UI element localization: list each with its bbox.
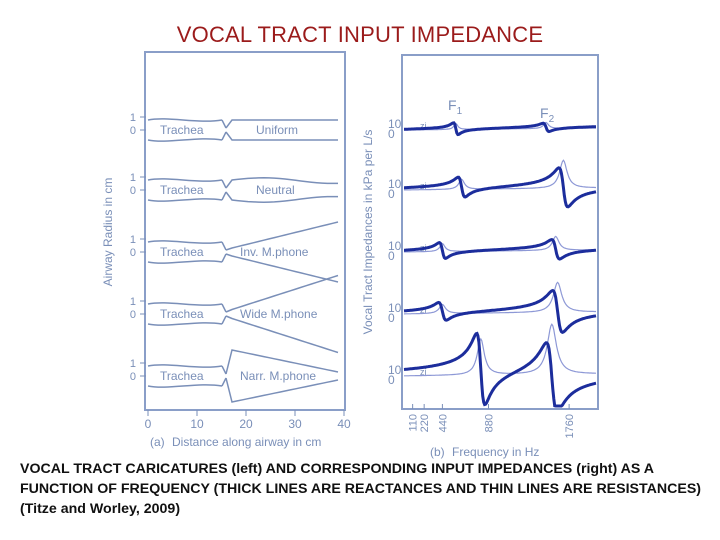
shape-label: Inv. M.phone [240,245,309,259]
trachea-wall [147,118,223,122]
shape-label: Wide M.phone [240,307,318,321]
shape-label: Narr. M.phone [240,369,316,383]
axis-tick-label: 0 [388,311,395,325]
panel-a-letter: (a) [150,435,165,449]
resistance-curve [404,281,596,315]
resistance-curve [404,159,596,191]
shape-label: Uniform [256,123,298,137]
axis-tick-label: 1760 [564,414,576,438]
vocal-tract-wall [225,119,338,129]
trachea-wall [147,240,223,244]
axis-tick-label: 0 [130,371,136,383]
axis-tick-label: 0 [388,249,395,263]
axis-tick-label: 0 [130,247,136,259]
panel-a-xlabel: (a) Distance along airway in cm [150,435,321,449]
axis-tick-label: 1 [130,296,136,308]
reactance-curve [403,288,597,334]
slide-title: VOCAL TRACT INPUT IMPEDANCE [176,22,544,47]
glottis [221,253,227,263]
trachea-wall [147,302,223,306]
panel-a-xlabel-text: Distance along airway in cm [172,435,321,449]
panel-b-frame [401,54,599,410]
panel-a-frame [144,51,346,411]
trachea-wall [147,138,223,142]
axis-tick-label: 10 [388,117,402,131]
vocal-tract-wall [225,315,339,354]
axis-tick-label: 1 [130,112,136,124]
vocal-tract-wall [225,253,339,283]
panel-b-xlabel: (b) Frequency in Hz [430,445,539,459]
trachea-wall [147,198,223,202]
axis-tick-label: 10 [388,301,402,315]
reactance-curve [404,238,597,261]
axis-tick-label: 20 [239,417,253,431]
axis-tick-label: 1 [130,358,136,370]
vocal-tract-wall [225,274,339,313]
axis-tick-label: 30 [288,417,302,431]
segment-label: Trachea [160,369,204,383]
glottis [221,303,227,313]
vocal-tract-wall [225,349,339,375]
axis-tick-label: 0 [130,185,136,197]
axis-tick-label: 440 [437,414,449,432]
panel-b-xlabel-text: Frequency in Hz [452,445,539,459]
axis-tick-label: 220 [419,414,431,432]
axis-tick-label: 0 [388,187,395,201]
axis-tick-label: 0 [130,309,136,321]
segment-label: Trachea [160,307,204,321]
axis-tick-label: 880 [483,414,495,432]
panel-a-ylabel: Airway Radius in cm [101,178,115,287]
vocal-tract-wall [225,177,338,189]
formant-label-f1: F1 [448,97,463,117]
reactance-curve [404,121,596,137]
glottis [221,315,227,325]
resistance-curve [404,323,596,377]
trachea-wall [147,322,223,326]
glottis [221,377,227,387]
segment-label: Trachea [160,123,204,137]
shape-label: Neutral [256,183,295,197]
vocal-tract-wall [225,377,339,403]
segment-label: Trachea [160,183,204,197]
figure-caption: VOCAL TRACT CARICATURES (left) AND CORRE… [20,461,702,517]
axis-tick-label: 40 [337,417,351,431]
axis-tick-label: 0 [388,127,395,141]
axis-tick-label: 10 [388,177,402,191]
trachea-wall [147,384,223,388]
glottis [221,365,227,375]
reactance-curve [404,166,597,209]
trachea-wall [147,178,223,182]
panel-b-ylabel: Vocal Tract Impedances in kPa per L/s [361,130,375,335]
axis-tick-label: 0 [145,417,152,431]
axis-tick-label: 10 [388,239,402,253]
z-label: zi [420,367,427,377]
axis-tick-label: 0 [388,373,395,387]
axis-tick-label: 0 [130,125,136,137]
vocal-tract-wall [225,131,338,141]
formant-label-f2: F2 [540,105,555,125]
vocal-tract-wall [225,191,338,203]
axis-tick-label: 1 [130,234,136,246]
glottis [221,131,227,141]
trachea-wall [147,260,223,264]
axis-tick-label: 10 [388,363,402,377]
segment-label: Trachea [160,245,204,259]
glottis [221,119,227,129]
axis-tick-label: 110 [408,414,420,432]
trachea-wall [147,364,223,368]
panel-b-letter: (b) [430,445,445,459]
glottis [221,179,227,189]
glottis [221,241,227,251]
vocal-tract-wall [225,221,339,251]
axis-tick-label: 1 [130,172,136,184]
glottis [221,191,227,201]
z-label: zi [420,121,427,131]
reactance-curve [403,331,597,408]
axis-tick-label: 10 [190,417,204,431]
